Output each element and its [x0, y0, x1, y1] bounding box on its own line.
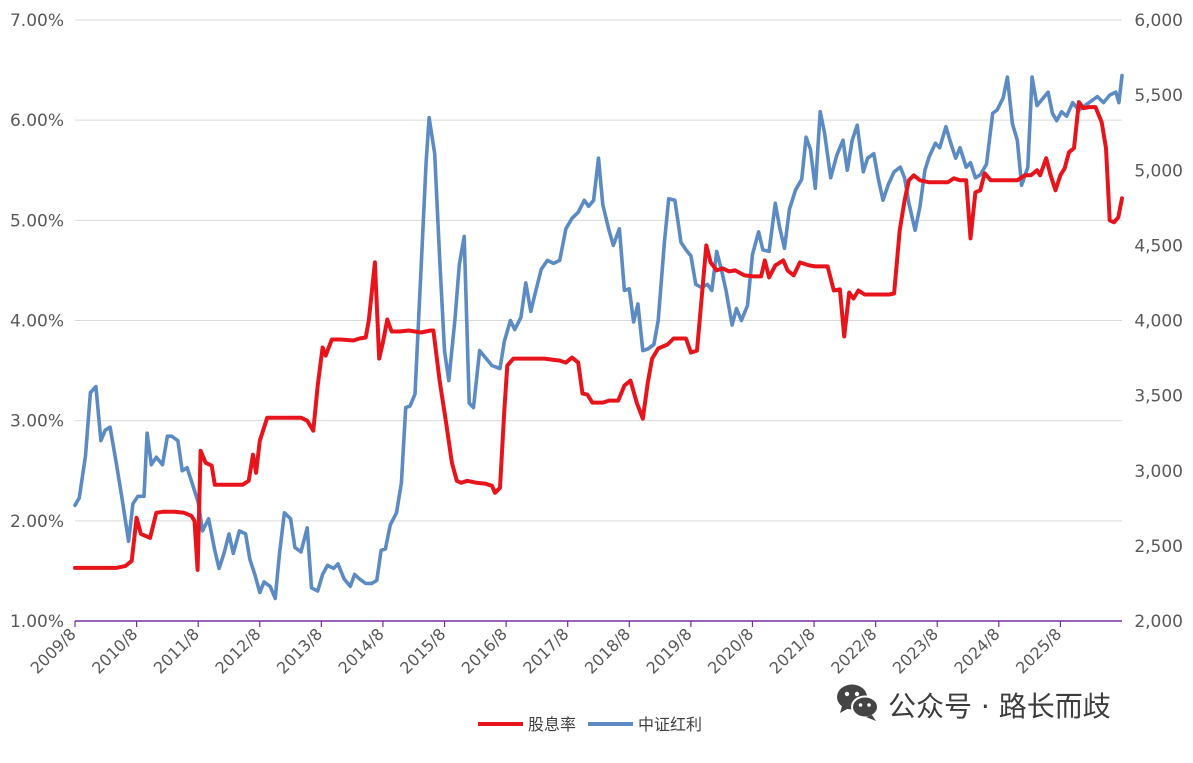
left-axis-tick-label: 2.00% [10, 512, 64, 532]
x-axis-tick-label: 2015/8 [396, 624, 449, 677]
x-axis-tick-label: 2011/8 [150, 624, 203, 677]
series-line-csi-dividend [73, 73, 1124, 601]
left-axis-tick-label: 4.00% [10, 312, 64, 332]
gridlines [75, 19, 1122, 522]
left-axis-tick-labels: 1.00% 2.00% 3.00% 4.00% 5.00% 6.00% 7.00% [10, 11, 64, 632]
x-axis-tick-label: 2017/8 [519, 624, 572, 677]
watermark-text: 公众号 · 路长而歧 [888, 690, 1111, 723]
x-axis-tick-label: 2016/8 [458, 624, 511, 677]
watermark: 公众号 · 路长而歧 [837, 684, 1111, 723]
legend: 股息率 中证红利 [478, 715, 702, 734]
left-axis-tick-label: 7.00% [10, 11, 64, 31]
left-axis-tick-label: 6.00% [10, 111, 64, 131]
x-axis-tick-label: 2023/8 [889, 624, 942, 677]
x-axis-tick-label: 2010/8 [88, 624, 141, 677]
x-axis-tick-label: 2025/8 [1012, 624, 1065, 677]
right-axis-tick-label: 2,000 [1134, 612, 1183, 632]
right-axis-tick-label: 6,000 [1134, 11, 1183, 31]
right-axis-tick-label: 3,500 [1134, 387, 1183, 407]
x-axis: 2009/8 2010/8 2011/8 2012/8 2013/8 2014/8 2015… [27, 620, 1122, 678]
x-axis-tick-label: 2014/8 [335, 624, 388, 677]
right-axis-tick-label: 3,000 [1134, 462, 1183, 482]
x-axis-tick-label: 2021/8 [766, 624, 819, 677]
series-line-dividend-yield [73, 100, 1124, 572]
left-axis-tick-label: 3.00% [10, 412, 64, 432]
x-axis-tick-label: 2020/8 [704, 624, 757, 677]
wechat-icon [837, 684, 879, 721]
right-axis-tick-label: 2,500 [1134, 537, 1183, 557]
right-axis-tick-label: 4,000 [1134, 312, 1183, 332]
right-axis-tick-label: 5,000 [1134, 161, 1183, 181]
x-axis-tick-label: 2013/8 [273, 624, 326, 677]
x-axis-tick-label: 2022/8 [827, 624, 880, 677]
right-axis-tick-label: 5,500 [1134, 86, 1183, 106]
right-axis-tick-label: 4,500 [1134, 236, 1183, 256]
left-axis-tick-label: 5.00% [10, 211, 64, 231]
legend-label-dividend-yield: 股息率 [528, 715, 576, 734]
x-axis-tick-label: 2018/8 [581, 624, 634, 677]
x-axis-tick-label: 2012/8 [211, 624, 264, 677]
x-axis-tick-label: 2019/8 [642, 624, 695, 677]
x-axis-tick-label: 2009/8 [27, 624, 80, 677]
right-axis-tick-labels: 2,000 2,500 3,000 3,500 4,000 4,500 5,000 5,500… [1134, 11, 1183, 632]
series-lines [73, 73, 1124, 601]
x-axis-tick-label: 2024/8 [950, 624, 1003, 677]
left-axis-tick-label: 1.00% [10, 612, 64, 632]
legend-label-csi-dividend: 中证红利 [638, 715, 702, 734]
